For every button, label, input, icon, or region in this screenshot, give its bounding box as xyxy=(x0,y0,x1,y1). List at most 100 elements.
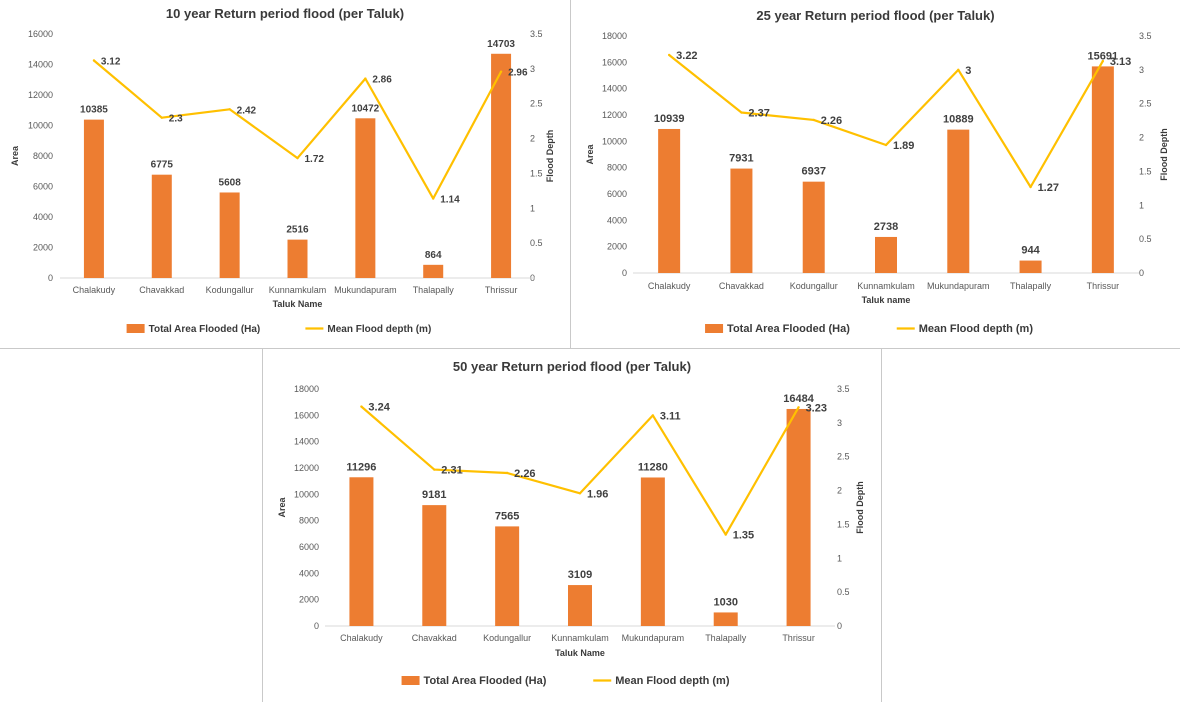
category-label: Mukundapuram xyxy=(334,285,397,295)
bar xyxy=(786,408,811,626)
bar-data-label: 10889 xyxy=(943,114,974,126)
y-tick-label: 8000 xyxy=(607,163,627,173)
bar-data-label: 14703 xyxy=(487,39,515,50)
y2-tick-label: 1.5 xyxy=(837,519,850,529)
bar xyxy=(713,612,738,626)
bar xyxy=(640,477,665,626)
line-data-label: 1.27 xyxy=(1038,182,1059,194)
y2-tick-label: 3.5 xyxy=(530,29,543,39)
bar xyxy=(83,119,104,278)
line-data-label: 2.31 xyxy=(441,465,462,477)
legend-entry: Total Area Flooded (Ha) xyxy=(727,323,850,335)
x-axis-title: Taluk name xyxy=(862,295,911,305)
line-data-label: 2.42 xyxy=(237,105,257,116)
legend-bar-swatch xyxy=(705,324,724,333)
x-axis-title: Taluk Name xyxy=(273,299,323,309)
line-point xyxy=(364,77,367,80)
category-label: Kodungallur xyxy=(790,281,838,291)
line-point xyxy=(92,59,96,62)
category-label: Thrissur xyxy=(782,633,815,643)
category-label: Kodungallur xyxy=(206,285,254,295)
chart-10yr: 10 year Return period flood (per Taluk) 0… xyxy=(10,6,555,335)
legend-bar-swatch xyxy=(126,324,145,333)
bar xyxy=(287,239,308,278)
y2-tick-label: 1 xyxy=(837,553,842,563)
line-point xyxy=(1029,185,1032,189)
category-label: Thalapally xyxy=(1010,281,1052,291)
chart-panel-50yr: 50 year Return period flood (per Taluk) 0… xyxy=(262,349,882,702)
line-point xyxy=(957,68,960,72)
chart-title: 10 year Return period flood (per Taluk) xyxy=(166,6,404,21)
legend-entry: Total Area Flooded (Ha) xyxy=(424,675,547,687)
line-data-label: 3.11 xyxy=(660,410,681,422)
bar xyxy=(730,168,753,273)
y2-axis-title: Flood Depth xyxy=(545,130,555,183)
y-tick-label: 4000 xyxy=(33,212,53,222)
bar-data-label: 15691 xyxy=(1088,50,1119,62)
bar xyxy=(355,118,376,278)
y2-tick-label: 1.5 xyxy=(1139,166,1152,176)
legend-entry: Total Area Flooded (Ha) xyxy=(149,324,261,335)
bar-data-label: 6937 xyxy=(801,166,825,178)
bar-data-label: 944 xyxy=(1021,245,1040,257)
y2-tick-label: 3 xyxy=(837,418,842,428)
line-point xyxy=(228,108,231,111)
chart-50yr: 50 year Return period flood (per Taluk) 0… xyxy=(277,359,865,687)
line-data-label: 1.35 xyxy=(733,530,754,542)
line-point xyxy=(667,53,671,57)
category-label: Kodungallur xyxy=(483,633,531,643)
y-tick-label: 18000 xyxy=(294,384,319,394)
bar xyxy=(1091,66,1114,274)
line-point xyxy=(360,405,363,408)
y-tick-label: 4000 xyxy=(299,568,319,578)
bar-data-label: 2738 xyxy=(874,221,898,233)
bar-data-label: 6775 xyxy=(151,160,174,171)
line-point xyxy=(433,468,436,471)
line-data-label: 3.13 xyxy=(1110,56,1131,68)
line-data-label: 2.26 xyxy=(821,115,842,127)
bar xyxy=(422,505,447,626)
legend-entry: Mean Flood depth (m) xyxy=(615,675,730,687)
bar-data-label: 864 xyxy=(425,250,442,261)
line-point xyxy=(160,116,163,119)
line-point xyxy=(296,156,299,160)
bar-data-label: 9181 xyxy=(422,489,446,501)
line-point xyxy=(884,143,888,147)
line-data-label: 2.26 xyxy=(514,468,535,480)
bar-data-label: 7931 xyxy=(729,153,753,165)
y-tick-label: 2000 xyxy=(33,243,53,253)
y2-tick-label: 1 xyxy=(530,203,535,213)
y-axis-title: Area xyxy=(277,497,287,518)
y-tick-label: 4000 xyxy=(607,215,627,225)
category-label: Chalakudy xyxy=(73,285,116,295)
category-label: Mukundapuram xyxy=(622,633,685,643)
y2-tick-label: 0.5 xyxy=(1139,234,1152,244)
bar xyxy=(151,174,172,278)
y2-axis-title: Flood Depth xyxy=(1159,128,1169,181)
y-tick-label: 2000 xyxy=(299,595,319,605)
category-label: Thalapally xyxy=(413,285,455,295)
bar-data-label: 11296 xyxy=(346,461,376,473)
line-point xyxy=(724,533,727,536)
y-tick-label: 12000 xyxy=(28,90,53,100)
chart-title: 25 year Return period flood (per Taluk) xyxy=(756,8,994,23)
category-label: Kunnamkulam xyxy=(551,633,609,643)
bar-data-label: 5608 xyxy=(219,177,242,188)
y-tick-label: 16000 xyxy=(294,410,319,420)
chart-25yr: 25 year Return period flood (per Taluk) 0… xyxy=(585,8,1169,335)
y2-tick-label: 2.5 xyxy=(837,452,850,462)
line-point xyxy=(740,111,743,114)
line-data-label: 1.96 xyxy=(587,488,608,500)
y-tick-label: 12000 xyxy=(294,463,319,473)
bar xyxy=(947,129,970,273)
line-data-label: 2.37 xyxy=(748,108,769,120)
line-data-label: 2.96 xyxy=(508,68,528,79)
line-point xyxy=(499,70,503,73)
bar-data-label: 10472 xyxy=(351,103,379,114)
y-tick-label: 8000 xyxy=(299,516,319,526)
y-tick-label: 8000 xyxy=(33,151,53,161)
bar xyxy=(568,585,592,626)
y-tick-label: 6000 xyxy=(33,182,53,192)
bar xyxy=(491,53,512,278)
y2-tick-label: 3 xyxy=(1139,65,1144,75)
